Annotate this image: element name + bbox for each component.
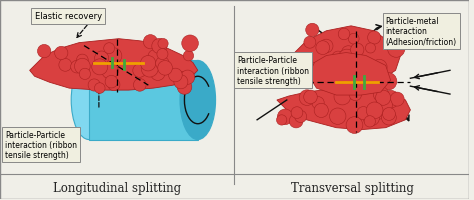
Circle shape (76, 55, 88, 67)
Text: Particle-Particle
interaction (ribbon
tensile strength): Particle-Particle interaction (ribbon te… (237, 56, 310, 86)
Circle shape (92, 60, 108, 75)
Circle shape (74, 59, 90, 75)
Circle shape (361, 59, 374, 72)
Circle shape (155, 57, 169, 71)
Circle shape (59, 59, 72, 72)
Circle shape (291, 107, 303, 119)
Circle shape (383, 108, 395, 121)
Circle shape (169, 69, 182, 82)
Circle shape (332, 52, 345, 65)
Circle shape (388, 41, 405, 58)
Circle shape (276, 115, 287, 125)
Circle shape (364, 116, 375, 127)
Ellipse shape (71, 61, 107, 140)
Text: Elastic recovery: Elastic recovery (35, 12, 102, 21)
Circle shape (177, 80, 192, 95)
Circle shape (346, 117, 363, 134)
Ellipse shape (180, 61, 216, 140)
Circle shape (329, 108, 346, 125)
Polygon shape (309, 53, 391, 96)
Circle shape (372, 60, 387, 76)
Circle shape (105, 76, 118, 88)
Circle shape (304, 91, 317, 104)
Bar (89, 61, 198, 140)
Circle shape (158, 39, 168, 49)
Circle shape (104, 44, 115, 54)
Circle shape (95, 52, 109, 66)
Circle shape (368, 32, 381, 45)
Circle shape (141, 61, 158, 78)
Circle shape (88, 80, 100, 92)
Circle shape (379, 73, 397, 91)
Circle shape (344, 56, 354, 66)
Circle shape (174, 75, 188, 89)
Circle shape (382, 111, 396, 125)
Circle shape (349, 89, 362, 101)
Circle shape (306, 24, 319, 37)
Circle shape (133, 79, 146, 92)
Circle shape (390, 93, 404, 107)
Circle shape (371, 107, 384, 120)
Polygon shape (30, 39, 198, 91)
Circle shape (133, 64, 146, 78)
Circle shape (375, 97, 392, 114)
Circle shape (374, 87, 389, 103)
Circle shape (291, 71, 301, 82)
Circle shape (366, 67, 382, 83)
Circle shape (55, 47, 68, 60)
Circle shape (94, 83, 105, 94)
Circle shape (350, 44, 364, 57)
Circle shape (314, 104, 328, 118)
Circle shape (301, 61, 315, 75)
Circle shape (108, 79, 120, 91)
Circle shape (320, 66, 330, 77)
Circle shape (79, 69, 91, 80)
Circle shape (102, 63, 118, 80)
Text: Longitudinal splitting: Longitudinal splitting (53, 181, 181, 194)
Circle shape (357, 107, 370, 120)
Circle shape (316, 42, 329, 55)
Circle shape (388, 32, 398, 42)
Circle shape (151, 67, 165, 81)
Circle shape (365, 44, 375, 54)
Circle shape (157, 49, 168, 60)
Text: Transversal splitting: Transversal splitting (291, 181, 413, 194)
Circle shape (341, 74, 358, 91)
Circle shape (140, 56, 156, 72)
Circle shape (148, 50, 162, 64)
Circle shape (294, 111, 307, 123)
Circle shape (143, 35, 157, 50)
Circle shape (363, 110, 380, 126)
Circle shape (277, 109, 293, 125)
Circle shape (37, 45, 51, 58)
Circle shape (341, 47, 355, 60)
Circle shape (183, 51, 194, 62)
Circle shape (304, 37, 316, 49)
Circle shape (319, 40, 333, 54)
Circle shape (375, 91, 391, 106)
Circle shape (382, 91, 400, 108)
Circle shape (181, 71, 195, 85)
Text: Particle-Particle
interaction (ribbon
tensile strength): Particle-Particle interaction (ribbon te… (5, 130, 77, 160)
Circle shape (182, 36, 198, 52)
Circle shape (106, 49, 122, 65)
Circle shape (158, 61, 173, 76)
Circle shape (338, 29, 350, 41)
Circle shape (152, 39, 167, 54)
Circle shape (332, 53, 350, 71)
Circle shape (312, 97, 324, 109)
Circle shape (338, 50, 356, 67)
Circle shape (337, 77, 348, 87)
Circle shape (174, 72, 188, 85)
Polygon shape (292, 27, 401, 86)
Circle shape (71, 61, 83, 74)
Circle shape (299, 90, 315, 106)
Polygon shape (277, 89, 410, 130)
Circle shape (348, 34, 359, 45)
Circle shape (289, 115, 303, 128)
Circle shape (366, 102, 383, 119)
Circle shape (334, 89, 351, 105)
Text: Particle-metal
interaction
(Adhesion/friction): Particle-metal interaction (Adhesion/fri… (386, 17, 457, 46)
